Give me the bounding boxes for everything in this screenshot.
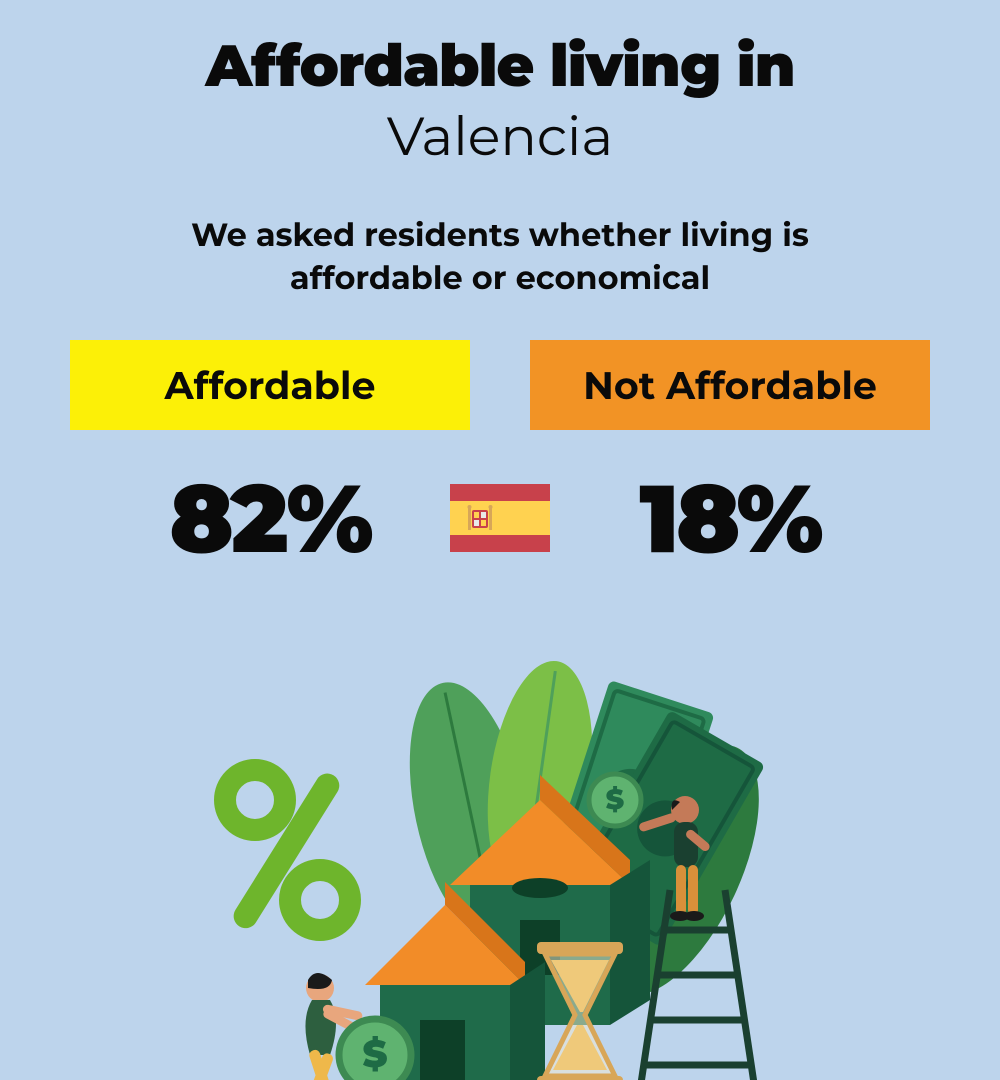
housing-illustration-icon: $ $ xyxy=(190,660,810,1080)
affordable-value: 82% xyxy=(70,460,470,576)
not-affordable-box: Not Affordable xyxy=(530,340,930,430)
subtitle: We asked residents whether living is aff… xyxy=(110,214,890,300)
options-row: Affordable Not Affordable xyxy=(0,340,1000,430)
title-line1: Affordable living in xyxy=(206,30,795,101)
svg-text:$: $ xyxy=(606,783,625,817)
not-affordable-value: 18% xyxy=(530,460,930,576)
title-line2: Valencia xyxy=(387,103,614,169)
svg-text:$: $ xyxy=(363,1030,388,1077)
affordable-box: Affordable xyxy=(70,340,470,430)
infographic-container: Affordable living in Valencia We asked r… xyxy=(0,0,1000,1000)
values-row: 82% 18% xyxy=(0,460,1000,576)
